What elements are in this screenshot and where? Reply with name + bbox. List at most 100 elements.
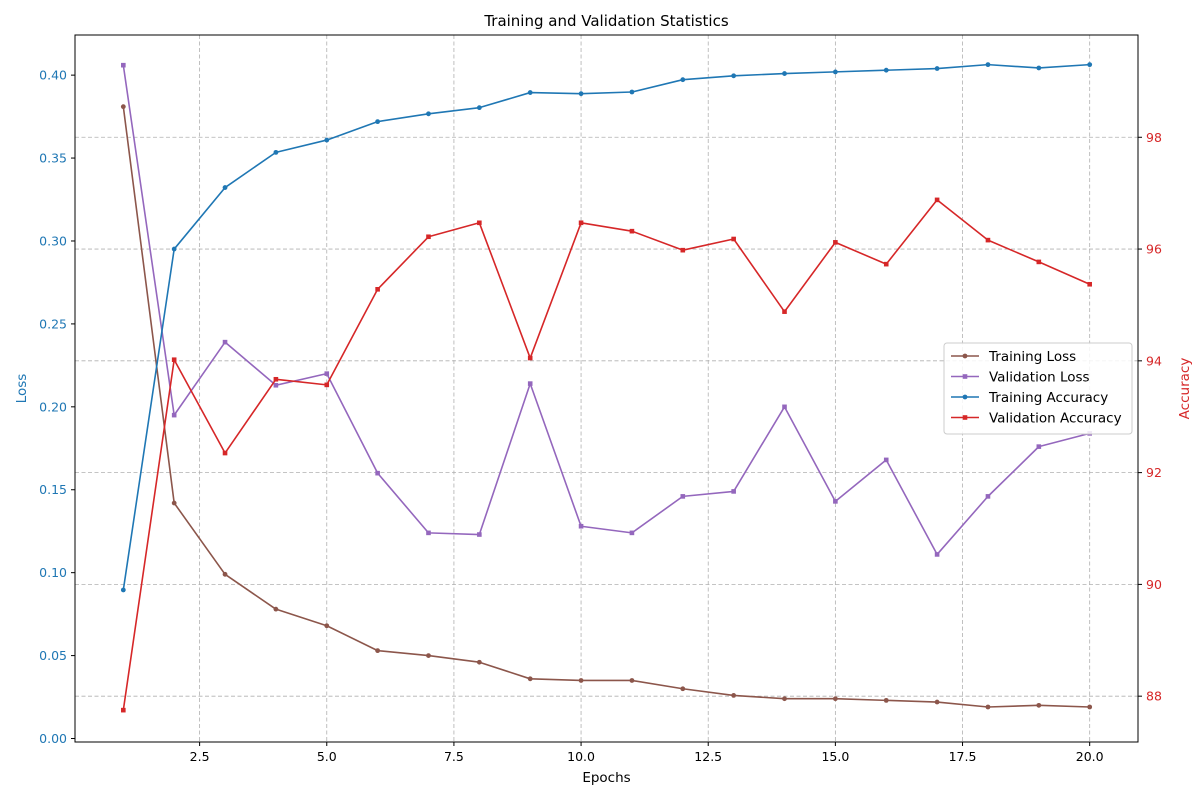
y-left-tick-label: 0.30 xyxy=(39,233,67,248)
y-axis-right-title: Accuracy xyxy=(1177,358,1193,420)
x-tick-label: 17.5 xyxy=(949,749,977,764)
data-point xyxy=(121,62,126,68)
x-tick-label: 10.0 xyxy=(567,749,595,764)
data-point xyxy=(476,105,482,111)
data-point xyxy=(222,185,228,190)
series-validation-loss xyxy=(121,62,1092,557)
data-point xyxy=(1087,281,1092,287)
y-right-tick-label: 92 xyxy=(1146,465,1162,480)
data-point xyxy=(782,404,787,410)
data-point xyxy=(222,450,228,456)
data-point xyxy=(121,707,126,713)
data-point xyxy=(324,623,330,629)
legend-marker xyxy=(962,394,968,400)
data-point xyxy=(375,470,380,476)
data-point xyxy=(324,382,330,388)
y-left-tick-label: 0.05 xyxy=(39,648,67,663)
data-point xyxy=(731,73,737,79)
legend-item: Validation Accuracy xyxy=(951,411,1122,427)
series-training-accuracy xyxy=(120,62,1093,593)
data-point xyxy=(1087,62,1093,68)
legend-marker xyxy=(962,353,968,359)
x-axis: 2.5 5.0 7.5 10.0 12.5 15.0 17.5 20.0 xyxy=(190,742,1104,764)
data-point xyxy=(426,111,431,117)
data-point xyxy=(934,699,940,705)
data-point xyxy=(680,494,686,499)
data-point xyxy=(120,587,126,593)
data-point xyxy=(273,376,279,382)
data-point xyxy=(883,67,889,73)
x-tick-label: 20.0 xyxy=(1076,749,1104,764)
data-point xyxy=(934,552,940,557)
y-right-tick-label: 90 xyxy=(1146,577,1162,592)
data-point xyxy=(273,382,279,388)
data-point xyxy=(375,119,381,125)
data-point xyxy=(171,500,177,506)
data-point xyxy=(527,355,533,361)
data-point xyxy=(782,696,787,702)
y-left-tick-label: 0.15 xyxy=(39,482,67,497)
data-point xyxy=(324,137,330,143)
data-point xyxy=(985,494,991,499)
data-point xyxy=(527,676,533,682)
data-point xyxy=(171,357,177,363)
legend-box xyxy=(943,342,1133,435)
series-line-training-loss xyxy=(122,106,1090,708)
y-left-tick-label: 0.10 xyxy=(39,565,67,580)
legend-label: Validation Loss xyxy=(989,370,1090,386)
plot-frame xyxy=(74,34,1139,743)
data-point xyxy=(375,286,380,292)
data-point xyxy=(578,220,584,226)
x-tick-label: 5.0 xyxy=(317,749,337,764)
data-point xyxy=(782,309,787,314)
data-point xyxy=(120,104,126,110)
series-layer xyxy=(120,62,1093,713)
y-left-tick-label: 0.00 xyxy=(39,731,67,746)
data-point xyxy=(680,686,686,692)
legend-item: Training Accuracy xyxy=(951,390,1108,406)
data-point xyxy=(985,62,991,68)
x-tick-label: 2.5 xyxy=(190,749,210,764)
data-point xyxy=(883,457,889,463)
data-point xyxy=(833,240,838,245)
data-point xyxy=(324,371,330,376)
data-point xyxy=(375,648,381,654)
data-point xyxy=(782,71,787,76)
data-point xyxy=(477,532,482,537)
x-tick-label: 15.0 xyxy=(821,749,849,764)
series-validation-accuracy xyxy=(121,197,1092,713)
legend: Training Loss Validation Loss Training Acc… xyxy=(943,342,1133,435)
y-left-tick-label: 0.40 xyxy=(39,68,67,83)
data-point xyxy=(426,234,431,240)
data-point xyxy=(578,523,584,529)
data-point xyxy=(527,90,533,95)
data-point xyxy=(629,678,635,683)
data-point xyxy=(629,89,635,95)
data-point xyxy=(731,489,736,494)
x-axis-title: Epochs xyxy=(582,770,630,786)
data-point xyxy=(477,220,482,226)
y-left-tick-label: 0.35 xyxy=(39,151,67,166)
data-point xyxy=(934,197,940,203)
data-point xyxy=(985,704,991,710)
data-point xyxy=(883,261,889,267)
y-axis-loss: 0.00 0.05 0.10 0.15 0.20 0.25 0.30 0.35 0.40 xyxy=(39,68,75,746)
data-point xyxy=(578,678,584,683)
data-point xyxy=(832,696,838,702)
data-point xyxy=(222,339,228,345)
data-point xyxy=(171,246,177,252)
data-point xyxy=(527,381,533,386)
data-point xyxy=(833,499,838,504)
data-point xyxy=(832,69,838,75)
y-right-tick-label: 98 xyxy=(1146,130,1162,145)
y-axis-accuracy: 88 90 92 94 96 98 xyxy=(1138,130,1162,704)
data-point xyxy=(171,412,177,418)
data-point xyxy=(629,228,635,234)
legend-label: Training Accuracy xyxy=(988,390,1108,406)
data-point xyxy=(680,77,686,83)
data-point xyxy=(273,149,279,155)
y-right-tick-label: 96 xyxy=(1146,242,1162,257)
y-left-tick-label: 0.20 xyxy=(39,399,67,414)
series-line-validation-loss xyxy=(122,65,1090,556)
